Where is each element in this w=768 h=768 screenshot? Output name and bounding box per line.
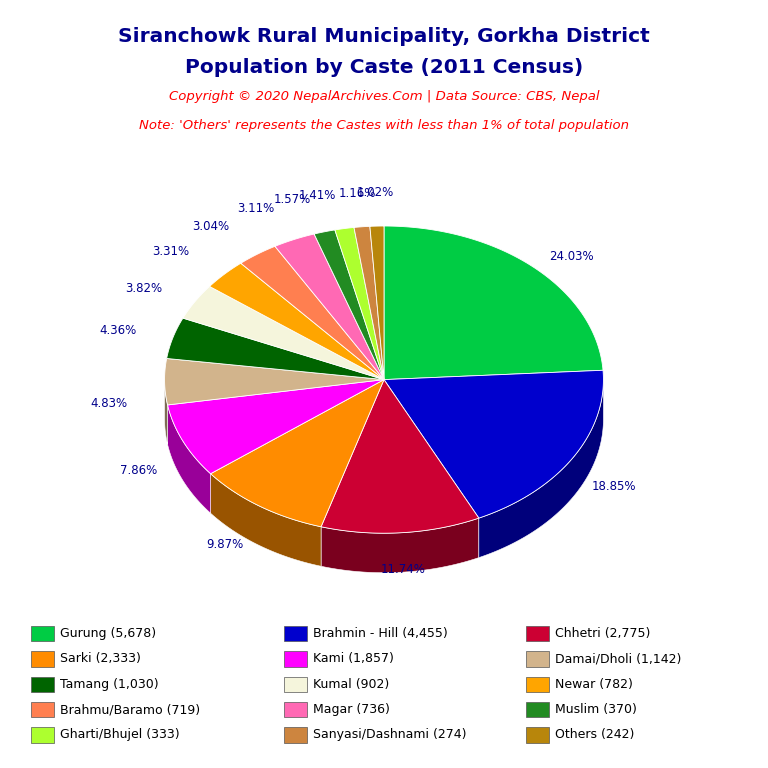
- Text: Sarki (2,333): Sarki (2,333): [60, 653, 141, 665]
- Polygon shape: [321, 379, 479, 533]
- Polygon shape: [354, 227, 384, 379]
- Text: Siranchowk Rural Municipality, Gorkha District: Siranchowk Rural Municipality, Gorkha Di…: [118, 27, 650, 46]
- Polygon shape: [384, 370, 604, 518]
- Polygon shape: [167, 318, 384, 379]
- Text: Gharti/Bhujel (333): Gharti/Bhujel (333): [60, 729, 180, 741]
- Polygon shape: [167, 405, 210, 513]
- Text: 18.85%: 18.85%: [592, 481, 637, 494]
- Text: Newar (782): Newar (782): [555, 678, 633, 690]
- Polygon shape: [164, 359, 384, 405]
- Polygon shape: [210, 379, 384, 527]
- Polygon shape: [183, 286, 384, 379]
- Polygon shape: [210, 263, 384, 379]
- Polygon shape: [335, 227, 384, 379]
- Text: Sanyasi/Dashnami (274): Sanyasi/Dashnami (274): [313, 729, 467, 741]
- Text: Tamang (1,030): Tamang (1,030): [60, 678, 158, 690]
- Polygon shape: [167, 379, 384, 474]
- Polygon shape: [314, 230, 384, 379]
- Text: 3.82%: 3.82%: [126, 282, 163, 295]
- Text: Magar (736): Magar (736): [313, 703, 390, 716]
- Text: 24.03%: 24.03%: [549, 250, 594, 263]
- Text: Gurung (5,678): Gurung (5,678): [60, 627, 156, 640]
- Text: Damai/Dholi (1,142): Damai/Dholi (1,142): [555, 653, 682, 665]
- Polygon shape: [370, 226, 384, 379]
- Text: 7.86%: 7.86%: [120, 465, 157, 478]
- Polygon shape: [321, 518, 479, 573]
- Text: 1.16%: 1.16%: [339, 187, 376, 200]
- Text: 4.36%: 4.36%: [100, 324, 137, 337]
- Text: 11.74%: 11.74%: [380, 563, 425, 576]
- Text: Kami (1,857): Kami (1,857): [313, 653, 394, 665]
- Text: 1.41%: 1.41%: [298, 189, 336, 202]
- Text: Muslim (370): Muslim (370): [555, 703, 637, 716]
- Text: Brahmu/Baramo (719): Brahmu/Baramo (719): [60, 703, 200, 716]
- Text: Kumal (902): Kumal (902): [313, 678, 389, 690]
- Polygon shape: [275, 234, 384, 379]
- Polygon shape: [241, 247, 384, 379]
- Text: Brahmin - Hill (4,455): Brahmin - Hill (4,455): [313, 627, 448, 640]
- Text: Copyright © 2020 NepalArchives.Com | Data Source: CBS, Nepal: Copyright © 2020 NepalArchives.Com | Dat…: [169, 90, 599, 103]
- Polygon shape: [384, 226, 603, 379]
- Text: 4.83%: 4.83%: [90, 397, 127, 410]
- Polygon shape: [164, 380, 167, 445]
- Text: Population by Caste (2011 Census): Population by Caste (2011 Census): [185, 58, 583, 77]
- Text: Others (242): Others (242): [555, 729, 634, 741]
- Text: 3.04%: 3.04%: [192, 220, 230, 233]
- Text: 9.87%: 9.87%: [207, 538, 243, 551]
- Text: Note: 'Others' represents the Castes with less than 1% of total population: Note: 'Others' represents the Castes wit…: [139, 119, 629, 132]
- Text: 3.11%: 3.11%: [237, 202, 274, 215]
- Text: 1.02%: 1.02%: [357, 186, 394, 199]
- Polygon shape: [479, 381, 604, 558]
- Text: 3.31%: 3.31%: [152, 244, 189, 257]
- Text: Chhetri (2,775): Chhetri (2,775): [555, 627, 650, 640]
- Polygon shape: [210, 474, 321, 566]
- Text: 1.57%: 1.57%: [274, 193, 311, 206]
